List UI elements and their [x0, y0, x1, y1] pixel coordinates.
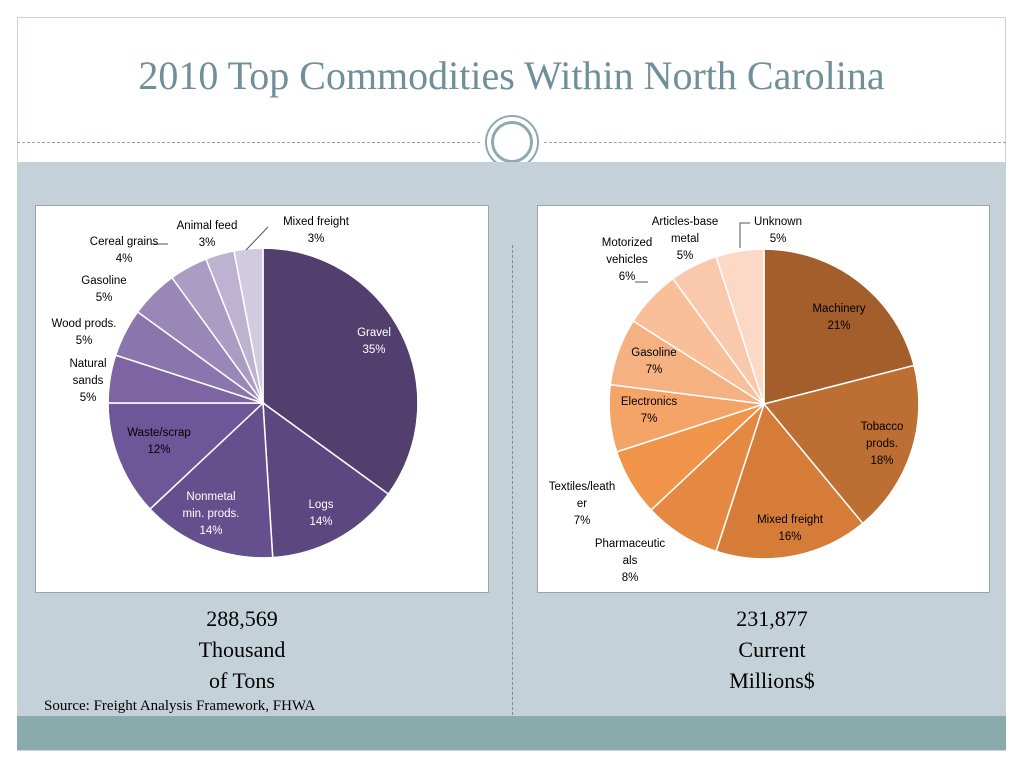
value-slice-label-9: Unknown 5%: [754, 216, 802, 245]
value-slice-label-2: Mixed freight 16%: [757, 514, 824, 543]
source-note: Source: Freight Analysis Framework, FHWA: [44, 698, 316, 714]
column-divider: [512, 245, 513, 715]
value-slice-label-7: Motorized vehicles 6%: [602, 237, 653, 283]
tons-leader-line-9: [245, 226, 269, 251]
tons-pie-ring: [107, 247, 419, 559]
tons-total: 288,569 Thousand of Tons: [152, 603, 332, 696]
tons-slice-label-2: Nonmetal min. prods. 14%: [183, 491, 240, 537]
title-divider-right: [544, 142, 1006, 143]
value-slice-label-6: Gasoline 7%: [631, 347, 676, 376]
value-slice-label-3: Pharmaceutic als 8%: [595, 538, 666, 584]
tons-slice-label-1: Logs 14%: [309, 499, 334, 528]
tons-total-unit-line2: of Tons: [209, 668, 275, 693]
tons-pie-chart: Gravel 35% Logs 14% Nonmetal min. prods. 14% Wa…: [35, 205, 489, 593]
value-leader-line-9: [739, 222, 750, 248]
tons-total-number: 288,569: [206, 606, 278, 631]
page-title: 2010 Top Commodities Within North Caroli…: [138, 53, 885, 98]
value-total-unit-line1: Current: [738, 637, 806, 662]
value-total-number: 231,877: [736, 606, 808, 631]
value-total-unit-line2: Millions$: [729, 668, 815, 693]
tons-pie-svg: Gravel 35% Logs 14% Nonmetal min. prods. 14% Wa…: [52, 216, 419, 559]
tons-slice-label-9: Mixed freight 3%: [283, 216, 350, 245]
tons-slice-label-6: Gasoline 5%: [81, 275, 126, 304]
value-slice-label-1: Tobacco prods. 18%: [861, 421, 904, 467]
tons-slice-label-0: Gravel 35%: [357, 327, 391, 356]
value-pie-svg: Machinery 21% Tobacco prods. 18% Mixed freigh…: [549, 216, 920, 584]
value-pie-ring: [608, 248, 920, 560]
value-slice-label-5: Electronics 7%: [621, 396, 677, 425]
tons-slice-label-7: Cereal grains 4%: [90, 236, 159, 265]
title-divider-left: [17, 142, 480, 143]
tons-total-unit-line1: Thousand: [198, 637, 286, 662]
divider-ornament-inner: [491, 121, 533, 163]
footer-band: [17, 716, 1006, 750]
value-slice-label-4: Textiles/leath er 7%: [549, 481, 615, 527]
tons-slice-label-5: Wood prods. 5%: [52, 318, 117, 347]
tons-slice-label-4: Natural sands 5%: [69, 358, 106, 404]
value-slice-label-0: Machinery 21%: [812, 303, 865, 332]
tons-slice-label-3: Waste/scrap 12%: [127, 427, 190, 456]
value-slice-label-8: Articles-base metal 5%: [652, 216, 718, 262]
tons-slice-label-8: Animal feed 3%: [177, 220, 238, 249]
value-total: 231,877 Current Millions$: [682, 603, 862, 696]
value-pie-chart: Machinery 21% Tobacco prods. 18% Mixed freigh…: [537, 205, 990, 593]
